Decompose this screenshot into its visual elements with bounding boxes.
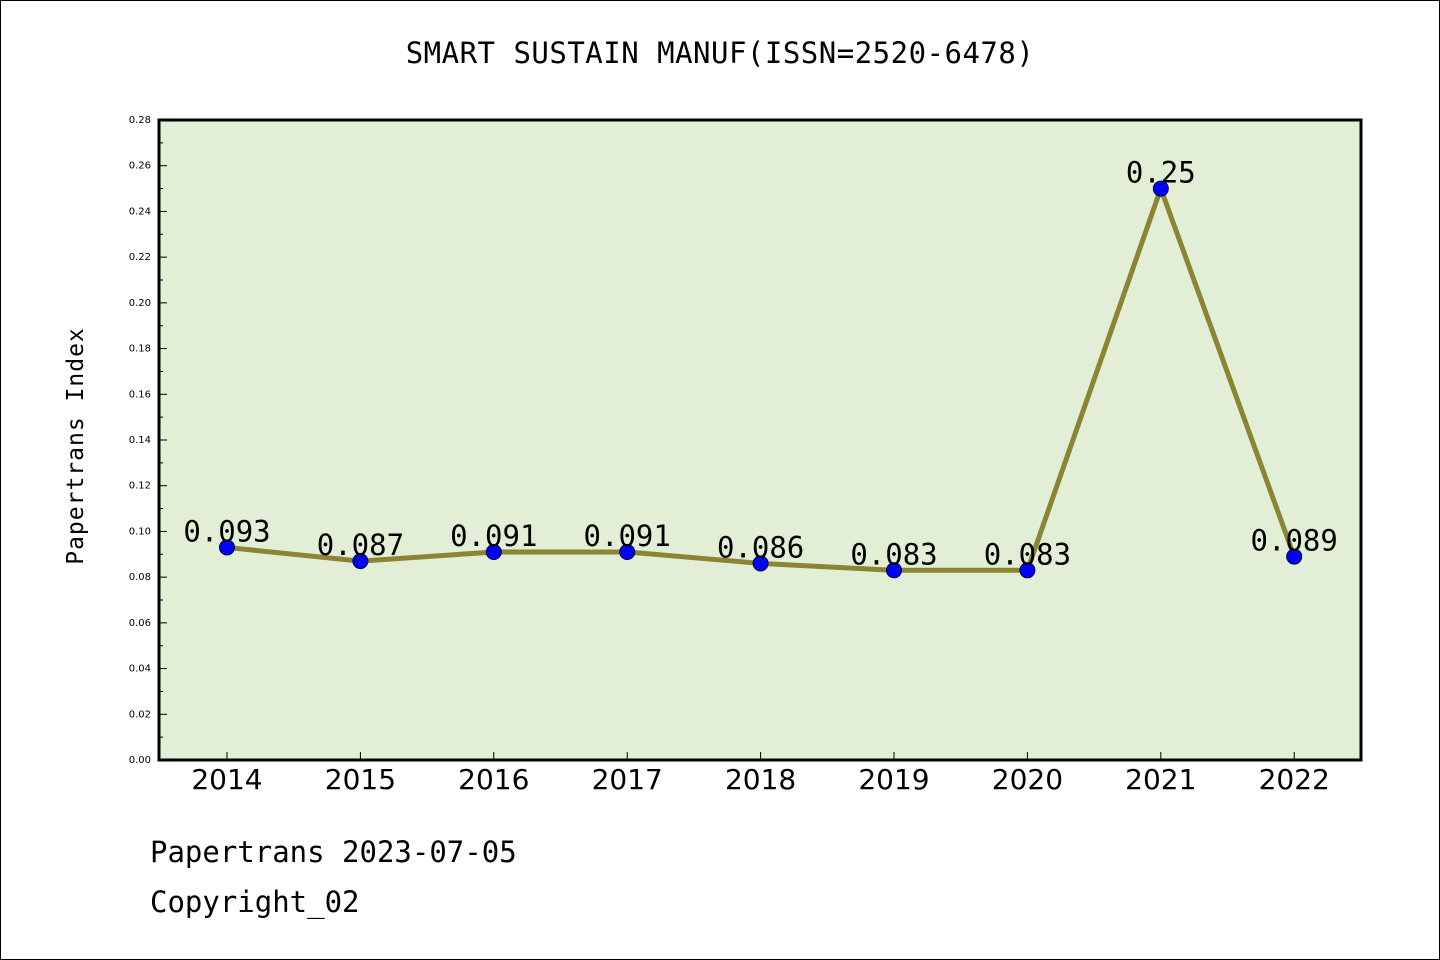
data-point	[1286, 548, 1303, 565]
data-label: 0.086	[717, 530, 804, 564]
x-tick-label: 2020	[992, 763, 1063, 796]
y-tick-label: 0.06	[129, 618, 151, 629]
data-point	[1152, 180, 1169, 197]
data-point	[485, 544, 502, 560]
footer-source-date: Papertrans 2023-07-05	[150, 835, 517, 869]
data-label: 0.089	[1251, 524, 1338, 558]
x-tick-label: 2018	[725, 763, 796, 796]
data-label: 0.087	[317, 528, 404, 562]
y-tick-label: 0.00	[129, 755, 151, 766]
y-tick-label: 0.22	[129, 252, 151, 263]
data-point	[886, 562, 902, 579]
y-tick-label: 0.18	[129, 344, 151, 355]
data-label: 0.091	[450, 519, 537, 553]
data-label: 0.091	[584, 519, 671, 553]
data-point	[219, 539, 235, 556]
y-tick-label: 0.10	[129, 526, 151, 537]
x-tick-label: 2015	[325, 763, 396, 796]
data-label: 0.083	[850, 537, 937, 571]
data-point	[1019, 562, 1036, 579]
data-label: 0.093	[183, 514, 270, 548]
x-tick-label: 2022	[1259, 763, 1330, 796]
x-tick-label: 2021	[1125, 763, 1196, 796]
x-tick-label: 2017	[592, 763, 663, 796]
y-tick-label: 0.12	[129, 481, 151, 492]
y-tick-label: 0.20	[129, 298, 151, 309]
y-tick-label: 0.14	[129, 435, 151, 446]
x-tick-label: 2014	[191, 763, 262, 796]
y-tick-label: 0.28	[129, 115, 151, 126]
y-tick-label: 0.16	[129, 389, 151, 400]
y-tick-label: 0.04	[129, 664, 151, 675]
x-tick-label: 2016	[458, 763, 529, 796]
y-tick-label: 0.26	[129, 161, 151, 172]
plot-area	[159, 120, 1361, 760]
data-point	[752, 555, 769, 572]
y-tick-label: 0.24	[129, 206, 151, 217]
plot-border	[157, 118, 1363, 762]
chart-title: SMART SUSTAIN MANUF(ISSN=2520-6478)	[405, 36, 1035, 70]
data-point	[352, 553, 369, 570]
footer-copyright: Copyright_02	[150, 885, 360, 919]
y-tick-label: 0.02	[129, 709, 151, 720]
data-point	[619, 544, 636, 560]
y-tick-label: 0.08	[129, 572, 151, 583]
data-label: 0.25	[1126, 156, 1196, 190]
x-tick-label: 2019	[858, 763, 929, 796]
data-label: 0.083	[984, 537, 1071, 571]
